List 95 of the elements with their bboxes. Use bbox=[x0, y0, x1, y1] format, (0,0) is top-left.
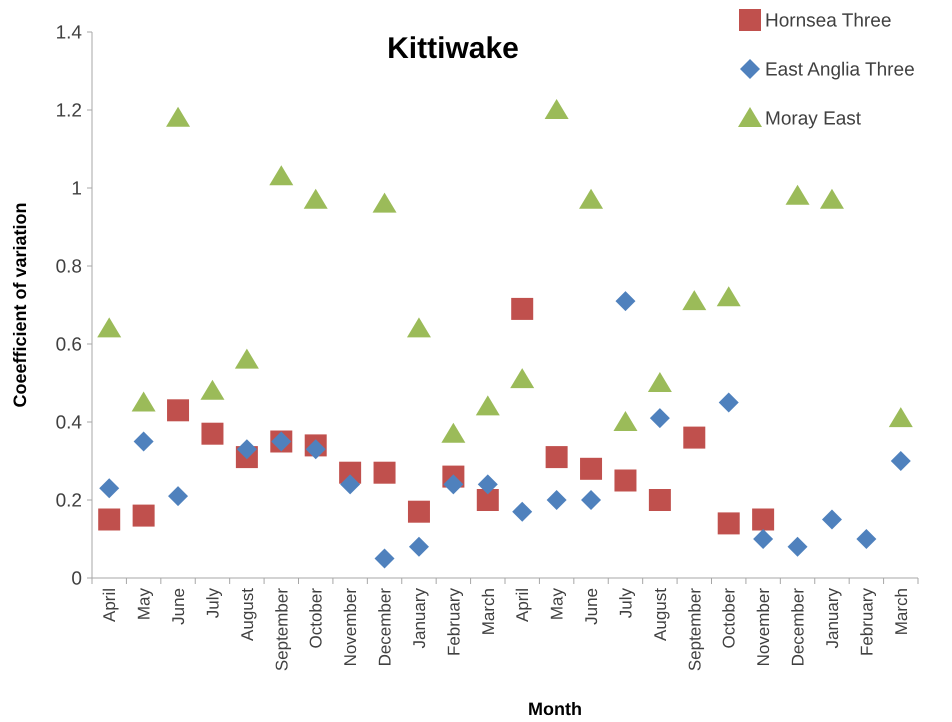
point bbox=[820, 188, 844, 209]
point bbox=[613, 411, 638, 431]
point bbox=[718, 392, 739, 412]
point bbox=[683, 426, 706, 449]
point bbox=[786, 184, 810, 205]
point bbox=[269, 165, 294, 186]
point bbox=[580, 458, 602, 480]
point bbox=[752, 508, 774, 530]
point bbox=[648, 489, 671, 511]
x-tick-label: October bbox=[720, 588, 739, 648]
point bbox=[888, 407, 913, 428]
point bbox=[98, 508, 120, 530]
x-tick-label: September bbox=[272, 588, 292, 672]
x-tick-label: August bbox=[650, 588, 670, 641]
y-tick-label: 0.4 bbox=[56, 412, 82, 434]
y-tick-label: 1.4 bbox=[56, 22, 82, 44]
y-tick-label: 0.2 bbox=[56, 490, 82, 512]
x-axis-title: Month bbox=[528, 699, 582, 719]
point bbox=[476, 395, 500, 416]
x-tick-label: March bbox=[478, 588, 498, 636]
point bbox=[97, 317, 122, 338]
point bbox=[682, 290, 706, 310]
point bbox=[166, 106, 190, 127]
y-tick-label: 0 bbox=[71, 568, 82, 590]
point bbox=[510, 368, 534, 388]
x-tick-label: March bbox=[892, 588, 911, 636]
point bbox=[372, 192, 397, 213]
point bbox=[374, 548, 395, 568]
x-tick-label: October bbox=[306, 588, 326, 648]
legend-label: Moray East bbox=[765, 108, 862, 130]
point bbox=[234, 348, 259, 369]
point bbox=[443, 474, 464, 494]
point bbox=[718, 512, 740, 534]
point bbox=[512, 502, 532, 522]
x-tick-label: December bbox=[788, 588, 808, 666]
point bbox=[306, 439, 326, 460]
x-tick-label: September bbox=[685, 588, 704, 672]
point bbox=[579, 188, 604, 209]
x-tick-label: June bbox=[169, 588, 188, 625]
x-tick-label: April bbox=[513, 588, 532, 622]
point bbox=[546, 490, 567, 510]
point bbox=[304, 188, 328, 209]
y-axis-title: Coeefficient of variation bbox=[10, 202, 30, 408]
point bbox=[200, 380, 224, 400]
legend-label: Hornsea Three bbox=[765, 10, 892, 32]
point bbox=[478, 474, 498, 494]
point bbox=[408, 500, 430, 523]
point bbox=[99, 478, 120, 498]
point bbox=[546, 446, 568, 468]
x-tick-label: February bbox=[444, 588, 464, 656]
point bbox=[441, 422, 466, 443]
x-tick-label: November bbox=[754, 588, 774, 666]
point bbox=[134, 432, 154, 452]
x-tick-label: April bbox=[100, 588, 120, 622]
x-tick-label: June bbox=[582, 588, 602, 625]
point bbox=[476, 489, 499, 511]
x-tick-label: January bbox=[822, 588, 842, 648]
point bbox=[716, 286, 741, 306]
legend-label: East Anglia Three bbox=[765, 60, 915, 81]
point bbox=[132, 392, 156, 412]
point bbox=[650, 408, 670, 428]
x-tick-label: February bbox=[857, 588, 876, 656]
point bbox=[648, 372, 672, 392]
point bbox=[374, 462, 396, 484]
point bbox=[406, 317, 431, 338]
point bbox=[614, 470, 636, 492]
point bbox=[201, 422, 224, 445]
x-tick-label: July bbox=[203, 588, 222, 618]
point bbox=[511, 298, 534, 320]
x-tick-label: November bbox=[341, 588, 360, 666]
y-tick-label: 1 bbox=[71, 178, 82, 200]
x-tick-label: August bbox=[238, 588, 257, 641]
x-tick-label: May bbox=[134, 588, 154, 620]
chart-title: Kittiwake bbox=[387, 32, 519, 65]
x-tick-label: July bbox=[616, 588, 636, 618]
point bbox=[788, 536, 808, 557]
point bbox=[167, 399, 190, 422]
point bbox=[856, 529, 876, 549]
x-tick-label: December bbox=[376, 588, 395, 666]
y-tick-label: 1.2 bbox=[56, 100, 82, 122]
point bbox=[340, 474, 360, 494]
point bbox=[168, 486, 188, 506]
point bbox=[236, 439, 257, 460]
y-tick-label: 0.6 bbox=[56, 334, 82, 356]
x-tick-label: May bbox=[548, 588, 567, 620]
point bbox=[132, 504, 155, 527]
point bbox=[822, 510, 842, 530]
point bbox=[581, 490, 602, 510]
y-tick-label: 0.8 bbox=[56, 256, 82, 278]
point bbox=[408, 536, 429, 557]
point bbox=[753, 529, 774, 549]
point bbox=[890, 451, 911, 471]
point bbox=[544, 99, 569, 119]
point bbox=[615, 291, 636, 312]
x-tick-label: January bbox=[410, 588, 429, 648]
